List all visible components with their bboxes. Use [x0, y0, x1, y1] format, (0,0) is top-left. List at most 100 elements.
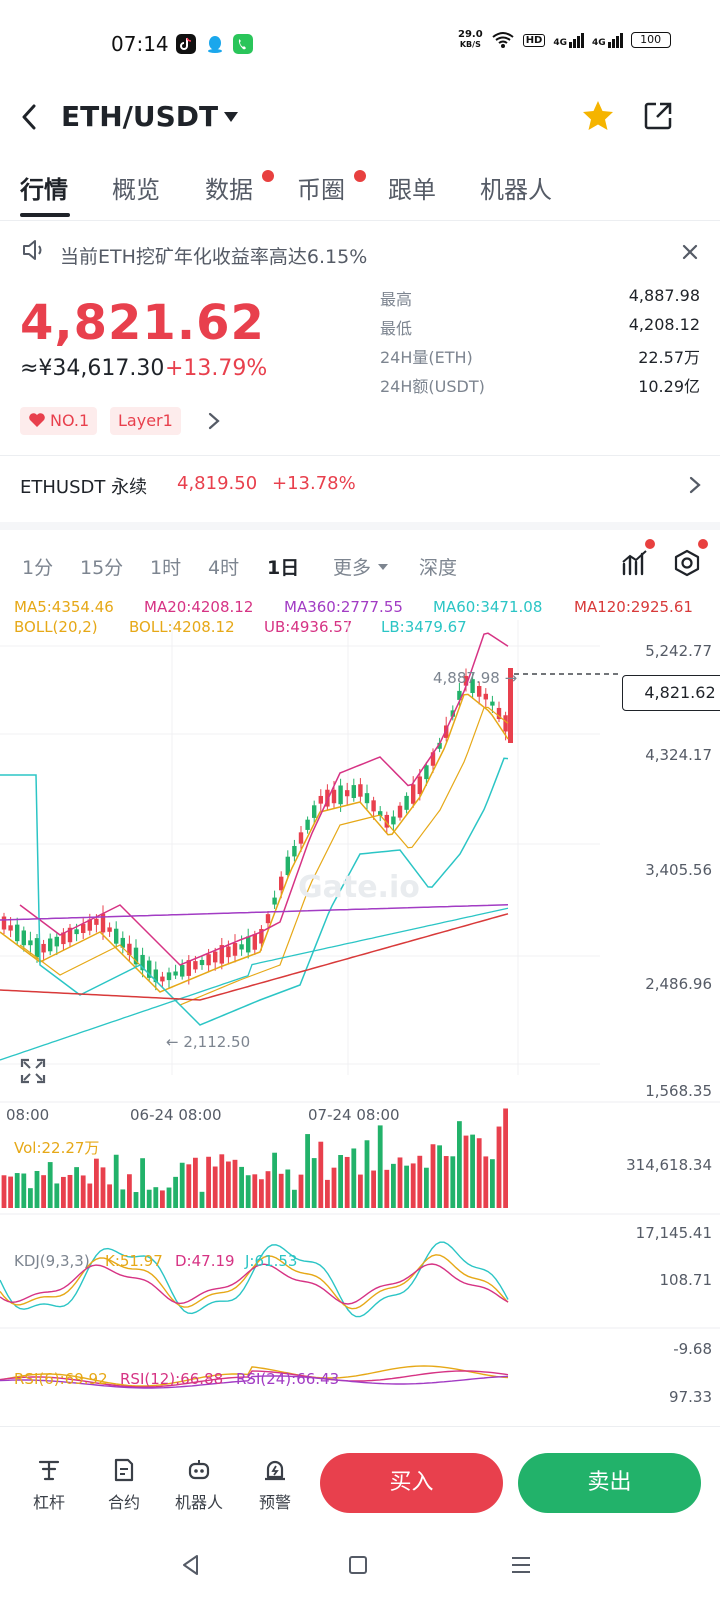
pair-title[interactable]: ETH/USDT	[61, 100, 219, 133]
timeframe-more[interactable]: 更多	[333, 553, 389, 580]
volume-bar	[186, 1164, 192, 1208]
candle-body	[391, 816, 396, 825]
close-icon[interactable]	[681, 243, 699, 261]
fullscreen-icon[interactable]	[20, 1058, 46, 1084]
time-axis-label: 06-24 08:00	[130, 1106, 222, 1124]
nav-back-icon[interactable]	[180, 1554, 202, 1576]
candle-body	[67, 927, 73, 943]
volume-min: 17,145.41	[635, 1224, 712, 1242]
candle-body	[246, 936, 251, 953]
candle-body	[503, 715, 508, 732]
sell-button[interactable]: 卖出	[518, 1453, 701, 1513]
volume-bar	[94, 1158, 99, 1208]
candle-body	[371, 800, 376, 812]
candle-body	[28, 940, 33, 946]
timeframe-1h[interactable]: 1时	[150, 557, 182, 579]
high-marker: 4,887.98 →	[433, 669, 518, 687]
tab-overview[interactable]: 概览	[112, 176, 160, 204]
notice-bar[interactable]: 当前ETH挖矿年化收益率高达6.15%	[0, 230, 720, 274]
candle-body	[325, 789, 330, 807]
chart-settings-button[interactable]	[672, 539, 708, 578]
current-price-tag: 4,821.62	[622, 675, 720, 711]
volume-bar	[476, 1138, 482, 1208]
kline-chart[interactable]	[0, 620, 720, 1426]
category-badge[interactable]: Layer1	[110, 407, 181, 435]
rank-badge[interactable]: NO.1	[20, 407, 98, 435]
nav-menu-icon[interactable]	[510, 1554, 532, 1576]
favorite-button[interactable]	[580, 98, 616, 134]
candle-body	[430, 752, 436, 766]
candle-body	[153, 969, 158, 983]
robot-button[interactable]: 机器人	[169, 1457, 229, 1513]
tab-community-badge	[354, 170, 366, 182]
tab-data[interactable]: 数据	[205, 176, 253, 204]
back-button[interactable]	[16, 102, 44, 132]
heart-icon	[29, 413, 45, 427]
depth-tab[interactable]: 深度	[419, 557, 458, 579]
candle-body	[508, 668, 513, 743]
net-4g-label-1: 4G	[553, 38, 568, 48]
indicator-button[interactable]	[620, 539, 655, 578]
contract-icon	[114, 1458, 134, 1482]
alert-button[interactable]: 预警	[245, 1457, 305, 1513]
candle-body	[48, 938, 53, 952]
chevron-right-icon	[689, 476, 701, 494]
timeframe-1m[interactable]: 1分	[22, 557, 54, 579]
pair-dropdown-button[interactable]	[222, 109, 240, 123]
tab-copy-trading[interactable]: 跟单	[388, 176, 436, 204]
stat-high-label: 最高	[380, 290, 413, 309]
kdj-label: KDJ(9,3,3)	[14, 1252, 90, 1270]
volume-bar	[47, 1162, 53, 1208]
candle-body	[450, 710, 455, 717]
timeframe-4h[interactable]: 4时	[208, 557, 240, 579]
ma360-line	[0, 904, 509, 921]
candle-body	[166, 972, 172, 981]
tab-robot[interactable]: 机器人	[480, 176, 552, 204]
volume-bar	[166, 1187, 172, 1208]
candle-body	[15, 924, 20, 942]
volume-bar	[199, 1191, 205, 1208]
volume-bar	[331, 1167, 337, 1208]
signal-4g-1: 4G	[553, 32, 585, 48]
contract-button[interactable]: 合约	[94, 1457, 154, 1513]
volume-bar	[173, 1176, 178, 1208]
system-nav-bar	[0, 1540, 720, 1612]
robot-label: 机器人	[174, 1493, 223, 1512]
timeframe-1d[interactable]: 1日	[267, 557, 300, 579]
candle-body	[496, 707, 502, 720]
nav-home-icon[interactable]	[347, 1554, 369, 1576]
volume-bar	[61, 1176, 66, 1208]
volume-bar	[133, 1192, 139, 1208]
legend-boll: BOLL(20,2)	[14, 618, 98, 636]
volume-bar	[371, 1170, 376, 1208]
leverage-button[interactable]: 杠杆	[19, 1457, 79, 1513]
volume-bar	[298, 1174, 304, 1208]
candle-body	[477, 686, 482, 697]
timeframe-15m[interactable]: 15分	[80, 557, 124, 579]
candle-body	[312, 805, 317, 818]
candle-body	[358, 784, 363, 797]
volume-bar	[503, 1108, 508, 1208]
volume-bar	[54, 1183, 60, 1208]
legend-ma60: MA60:3471.08	[433, 598, 543, 616]
price-change: +13.79%	[165, 356, 268, 381]
candle-body	[411, 784, 416, 804]
star-icon	[583, 101, 613, 130]
low-marker: ← 2,112.50	[166, 1033, 251, 1051]
net-4g-label-2: 4G	[592, 38, 606, 48]
ma5-line	[0, 693, 509, 993]
volume-bar	[193, 1157, 198, 1208]
candle-body	[265, 914, 271, 924]
volume-bar	[285, 1169, 291, 1208]
chevron-right-icon[interactable]	[207, 412, 221, 430]
candle-body	[140, 954, 145, 971]
buy-button[interactable]: 买入	[320, 1453, 503, 1513]
tab-community[interactable]: 币圈	[297, 176, 345, 204]
share-button[interactable]	[642, 100, 674, 132]
boll-upper-line	[19, 632, 509, 966]
volume-bar	[120, 1189, 126, 1208]
perpetual-row[interactable]: ETHUSDT 永续 4,819.50 +13.78%	[0, 460, 720, 510]
volume-bar	[100, 1167, 106, 1208]
tab-market[interactable]: 行情	[20, 176, 68, 204]
timeframe-more-label: 更多	[333, 557, 372, 579]
